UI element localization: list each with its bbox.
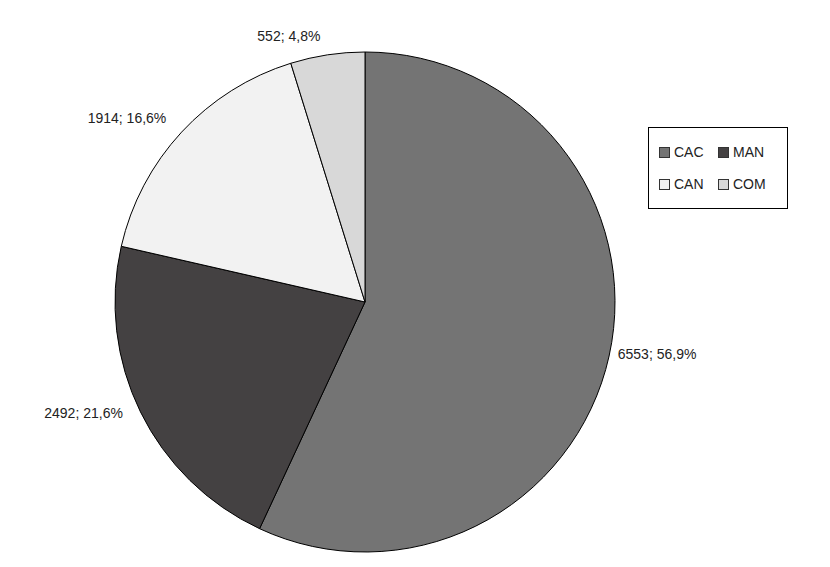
html-text:MAN: MAN (733, 144, 765, 160)
html-text:CAC: CAC (674, 144, 704, 160)
svg-text:1914; 16,6%: 1914; 16,6% (88, 110, 167, 126)
svg-text:2492; 21,6%: 2492; 21,6% (44, 405, 123, 421)
html-text:COM: COM (733, 176, 766, 192)
html-text:CAN: CAN (674, 176, 704, 192)
svg-text:6553; 56,9%: 6553; 56,9% (618, 346, 697, 362)
svg-text:552; 4,8%: 552; 4,8% (257, 28, 320, 44)
